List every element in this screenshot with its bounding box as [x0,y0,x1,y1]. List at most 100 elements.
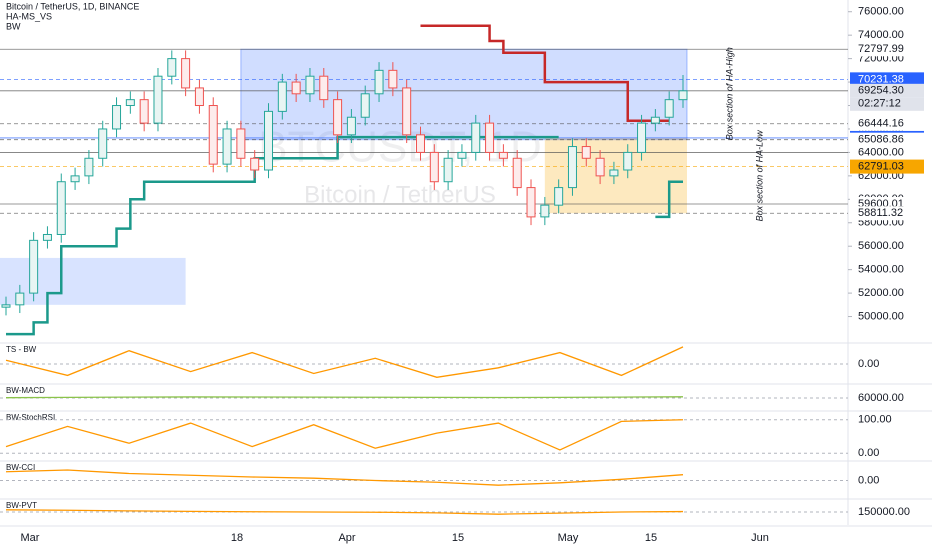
price-badge [850,132,924,147]
candle-body [429,151,439,183]
x-tick-label: 15 [452,532,464,544]
candle-body [236,128,246,159]
candle-body [664,99,674,118]
price-badge-label: 70231.38 [858,73,904,85]
indicator-line [5,509,684,515]
x-tick-label: Jun [751,532,769,544]
countdown-badge [850,97,924,111]
y-tick-label: 0.00 [858,447,879,459]
candle-body [333,99,343,136]
x-tick-label: 15 [645,532,657,544]
candle-body [374,69,384,95]
y-tick-label: 60000.00 [858,392,904,404]
candle-body [153,75,163,124]
candle-body [498,151,508,159]
y-tick-label: 0.00 [858,474,879,486]
candle-body [388,69,398,89]
candle-body [70,175,80,183]
support-line [6,135,683,336]
price-badge [850,145,924,160]
countdown: 02:27:12 [858,98,901,110]
candle-body [485,122,495,153]
candle-body [29,239,39,294]
candle-body [554,187,564,206]
candle-body [581,146,591,159]
y-tick-label: 54000.00 [858,264,904,276]
indicator-label: BW [6,21,21,31]
candle-body [540,204,550,218]
candle-body [291,81,301,95]
price-badge-label: 66444.16 [858,118,904,130]
candle-body [181,58,191,89]
candle-body [98,128,108,159]
price-badge [850,116,924,131]
candle-body [471,122,481,153]
box-early [0,257,186,305]
price-badge [850,206,924,221]
candle-body [84,157,94,177]
price-badge-label: 62791.03 [858,160,904,172]
candle-body [319,75,329,101]
annotation: Box section of HA-Low [754,130,764,222]
candle-body [277,81,287,112]
y-tick-label: 50000.00 [858,310,904,322]
price-badge-label: 72797.99 [858,43,904,55]
watermark: BTCUSDT, 1D [258,123,542,172]
x-tick-label: Mar [21,532,40,544]
price-badge [850,159,924,174]
y-tick-label: 0.00 [858,358,879,370]
candle-body [346,116,356,136]
candle-body [457,151,467,159]
candle-body [264,110,274,171]
candle-body [1,304,11,308]
x-tick-label: Apr [338,532,355,544]
box-high [240,48,688,141]
y-tick-label: 100.00 [858,414,892,426]
resistance-line [420,24,670,123]
candle-body [208,105,218,165]
pane-label: TS - BW [6,345,37,354]
y-tick-label: 52000.00 [858,287,904,299]
price-badge-label: 65086.86 [858,134,904,146]
y-tick-label: 76000.00 [858,6,904,18]
candle-body [139,99,149,124]
x-tick-label: May [558,532,579,544]
candle-body [595,157,605,177]
candle-body [415,134,425,153]
candle-body [56,181,66,235]
y-tick-label: 150000.00 [858,506,910,518]
y-tick-label: 56000.00 [858,240,904,252]
pane-label: BW-MACD [6,386,45,395]
y-tick-label: 74000.00 [858,29,904,41]
price-badge-label: 64000.00 [858,146,904,158]
indicator-line [5,396,684,399]
candle-body [305,75,315,95]
candle-body [567,146,577,189]
pane-label: BW-CCI [6,463,35,472]
candle-body [637,122,647,153]
price-badge [850,83,924,98]
indicator-line [5,419,684,451]
indicator-line [5,469,684,486]
candle-body [167,58,177,77]
candle-body [623,151,633,171]
candle-body [112,105,122,130]
candle-body [42,233,52,241]
candle-body [650,116,660,124]
price-badge-label: 58811.32 [858,207,903,219]
candle-body [678,90,688,101]
candle-body [125,99,135,107]
candle-body [526,187,536,218]
pane-label: BW-PVT [6,501,37,510]
pane-label: BW-StochRSI [6,413,55,422]
candle-body [443,157,453,183]
candle-body [15,292,25,306]
indicator-label: HA-MS_VS [6,11,52,21]
candle-body [194,87,204,107]
candle-body [360,93,370,118]
price-badge [850,42,924,57]
candle-body [222,128,232,165]
candle-body [250,157,260,171]
candle-body [512,157,522,189]
